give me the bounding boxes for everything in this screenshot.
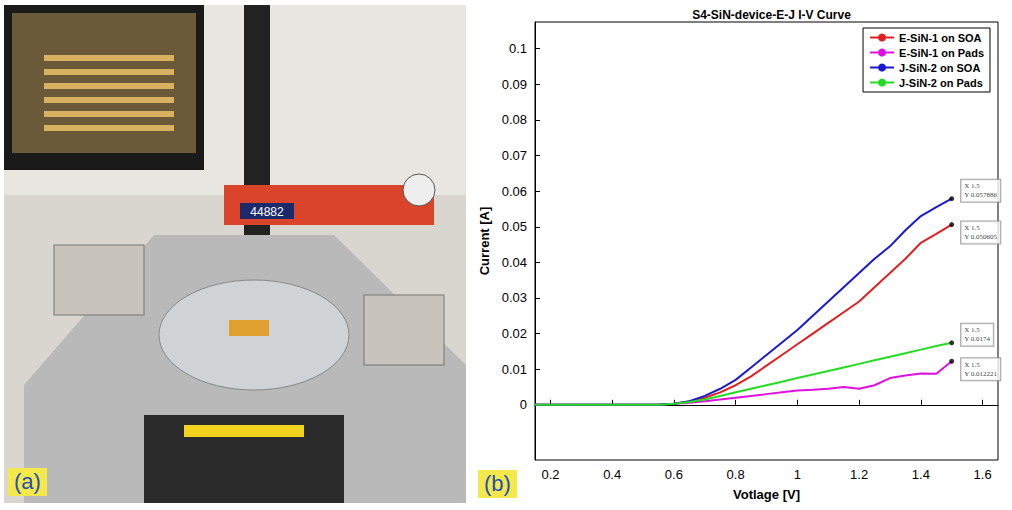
svg-text:X 1.5: X 1.5: [964, 361, 980, 369]
svg-text:Current [A]: Current [A]: [477, 207, 492, 276]
svg-text:0.08: 0.08: [502, 112, 527, 127]
svg-text:1.4: 1.4: [912, 467, 930, 482]
svg-text:E-SiN-1 on SOA: E-SiN-1 on SOA: [899, 32, 982, 44]
svg-text:Y 0.057886: Y 0.057886: [964, 191, 997, 199]
svg-text:0.09: 0.09: [502, 77, 527, 92]
svg-text:X 1.5: X 1.5: [964, 326, 980, 334]
svg-text:0: 0: [520, 397, 527, 412]
svg-text:0.07: 0.07: [502, 148, 527, 163]
svg-text:0.03: 0.03: [502, 290, 527, 305]
svg-text:X 1.5: X 1.5: [964, 224, 980, 232]
svg-text:1.6: 1.6: [974, 467, 992, 482]
svg-text:1.2: 1.2: [850, 467, 868, 482]
svg-text:Votlage [V]: Votlage [V]: [733, 487, 800, 502]
svg-text:Y 0.0174: Y 0.0174: [964, 335, 990, 343]
svg-text:0.01: 0.01: [502, 362, 527, 377]
svg-text:0.02: 0.02: [502, 326, 527, 341]
svg-text:Y 0.050605: Y 0.050605: [964, 233, 997, 241]
svg-text:0.8: 0.8: [727, 467, 745, 482]
svg-text:Y 0.012221: Y 0.012221: [964, 370, 997, 378]
svg-text:1: 1: [794, 467, 801, 482]
svg-text:0.4: 0.4: [603, 467, 621, 482]
svg-text:0.05: 0.05: [502, 219, 527, 234]
svg-text:0.06: 0.06: [502, 184, 527, 199]
svg-text:E-SiN-1 on Pads: E-SiN-1 on Pads: [899, 47, 984, 59]
svg-text:S4-SiN-device-E-J I-V Curve: S4-SiN-device-E-J I-V Curve: [692, 8, 851, 22]
svg-text:0.04: 0.04: [502, 255, 527, 270]
svg-text:J-SiN-2 on Pads: J-SiN-2 on Pads: [899, 77, 983, 89]
svg-text:X 1.5: X 1.5: [964, 182, 980, 190]
svg-text:0.6: 0.6: [665, 467, 683, 482]
html-text:(b): (b): [484, 471, 511, 496]
svg-text:44882: 44882: [250, 205, 284, 219]
svg-text:J-SiN-2 on SOA: J-SiN-2 on SOA: [899, 62, 980, 74]
svg-text:0.2: 0.2: [541, 467, 559, 482]
html-text:(a): (a): [14, 469, 41, 494]
svg-text:0.1: 0.1: [509, 41, 527, 56]
